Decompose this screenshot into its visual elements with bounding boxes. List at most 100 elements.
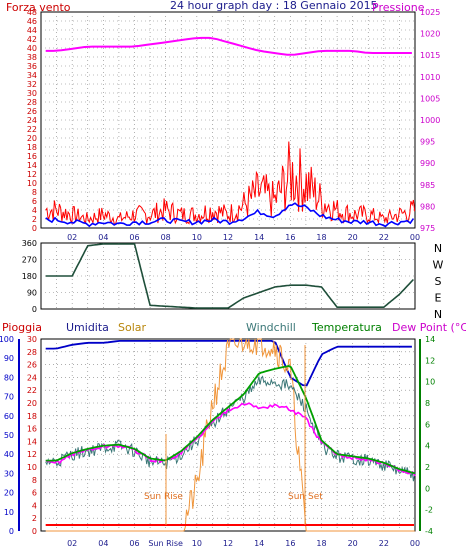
pressure-label: Pressione — [372, 1, 425, 14]
pressure-line — [45, 36, 412, 56]
p1-x-tick-label: 12 — [223, 233, 233, 242]
pressure-tick-label: 985 — [420, 181, 435, 190]
pressure-tick-label: 980 — [420, 202, 435, 211]
wind-tick-label: 26 — [27, 107, 37, 116]
direction-tick-label: 90 — [27, 289, 37, 298]
wind-tick-label: 16 — [27, 152, 37, 161]
pressure-tick-label: 1020 — [420, 30, 440, 39]
p3-x-tick-label: 16 — [285, 539, 295, 548]
temperature-tick-label: -4 — [425, 527, 433, 536]
wind-tick-label: 24 — [27, 116, 37, 125]
solar-tick-label: 14 — [27, 437, 37, 446]
temperature-tick-label: 8 — [425, 399, 430, 408]
pressure-tick-label: 995 — [420, 138, 435, 147]
humidity-tick-label: 20 — [4, 489, 14, 498]
pressure-tick-label: 1005 — [420, 94, 440, 103]
p3-x-tick-label: 18 — [316, 539, 326, 548]
p3-x-tick-label: 04 — [98, 539, 108, 548]
wind-tick-label: 44 — [27, 26, 37, 35]
wind-tick-label: 0 — [32, 224, 37, 233]
wind-tick-label: 2 — [32, 215, 37, 224]
p3-x-tick-label: 14 — [254, 539, 264, 548]
chart-title: 24 hour graph day : 18 Gennaio 2015 — [170, 0, 378, 12]
wind-tick-label: 36 — [27, 62, 37, 71]
compass-label: E — [435, 292, 442, 305]
compass-label: S — [435, 275, 442, 288]
pressure-tick-label: 1010 — [420, 73, 440, 82]
solar-tick-label: 26 — [27, 361, 37, 370]
wind-tick-label: 32 — [27, 80, 37, 89]
temperature-tick-label: 2 — [425, 463, 430, 472]
wind-tick-label: 14 — [27, 161, 37, 170]
wind-tick-label: 42 — [27, 35, 37, 44]
wind-tick-label: 48 — [27, 8, 37, 17]
compass-label: W — [433, 259, 444, 272]
sunset-annotation: Sun Set — [288, 492, 323, 502]
p3-x-tick-label: 06 — [129, 539, 139, 548]
p1-x-tick-label: 22 — [379, 233, 389, 242]
wind-speed-label: Forza vento — [6, 1, 71, 14]
direction-tick-label: 0 — [32, 305, 37, 314]
compass-label: N — [434, 308, 442, 321]
humidity-tick-label: 0 — [9, 527, 14, 536]
p3-x-tick-label: Sun Rise — [148, 539, 183, 548]
solar-tick-label: 4 — [32, 501, 37, 510]
p1-x-tick-label: 02 — [67, 233, 77, 242]
p1-x-tick-label: 20 — [348, 233, 358, 242]
solar-tick-label: 6 — [32, 489, 37, 498]
humidity-tick-label: 50 — [4, 431, 14, 440]
wind-tick-label: 22 — [27, 125, 37, 134]
p1-x-tick-label: 16 — [285, 233, 295, 242]
solar-line — [45, 338, 415, 532]
p1-x-tick-label: 18 — [316, 233, 326, 242]
solar-tick-label: 8 — [32, 476, 37, 485]
direction-tick-label: 270 — [22, 256, 37, 265]
solar-tick-label: 16 — [27, 425, 37, 434]
temperature-tick-label: 10 — [425, 378, 435, 387]
humidity-tick-label: 80 — [4, 373, 14, 382]
humidity-tick-label: 30 — [4, 469, 14, 478]
temperature-tick-label: -2 — [425, 506, 433, 515]
p3-x-tick-label: 22 — [379, 539, 389, 548]
windchill-label: Windchill — [246, 321, 296, 334]
p3-x-tick-label: 10 — [192, 539, 202, 548]
p1-x-tick-label: 08 — [161, 233, 171, 242]
pressure-tick-label: 1000 — [420, 116, 440, 125]
wind-tick-label: 10 — [27, 179, 37, 188]
p3-x-tick-label: 12 — [223, 539, 233, 548]
humidity-label: Umidita — [66, 321, 109, 334]
wind-tick-label: 40 — [27, 44, 37, 53]
temperature-tick-label: 6 — [425, 420, 430, 429]
wind-tick-label: 46 — [27, 17, 37, 26]
humidity-tick-label: 90 — [4, 354, 14, 363]
wind-tick-label: 12 — [27, 170, 37, 179]
p1-x-tick-label: 06 — [129, 233, 139, 242]
p1-x-tick-label: 14 — [254, 233, 264, 242]
p3-x-tick-label: 02 — [67, 539, 77, 548]
solar-tick-label: 28 — [27, 348, 37, 357]
solar-label: Solar — [118, 321, 147, 334]
solar-tick-label: 22 — [27, 386, 37, 395]
series-layer — [45, 36, 416, 532]
dewpoint-label: Dew Point (°C) — [392, 321, 466, 334]
p1-x-tick-label: 04 — [98, 233, 108, 242]
p3-x-tick-label: 00 — [410, 539, 420, 548]
p3-x-tick-label: 20 — [348, 539, 358, 548]
solar-tick-label: 0 — [32, 527, 37, 536]
temperature-tick-label: 4 — [425, 442, 430, 451]
temperature-label: Temperatura — [311, 321, 382, 334]
solar-tick-label: 2 — [32, 514, 37, 523]
pressure-tick-label: 1025 — [420, 8, 440, 17]
humidity-line — [45, 339, 412, 387]
solar-tick-label: 10 — [27, 463, 37, 472]
humidity-tick-label: 60 — [4, 412, 14, 421]
axis-ticks: 0246810121416182022242628303234363840424… — [0, 8, 444, 548]
temperature-line — [45, 365, 416, 475]
humidity-tick-label: 100 — [0, 335, 14, 344]
wind-tick-label: 38 — [27, 53, 37, 62]
temperature-tick-label: 0 — [425, 484, 430, 493]
wind-tick-label: 28 — [27, 98, 37, 107]
humidity-tick-label: 40 — [4, 450, 14, 459]
wind-average-line — [45, 202, 415, 228]
